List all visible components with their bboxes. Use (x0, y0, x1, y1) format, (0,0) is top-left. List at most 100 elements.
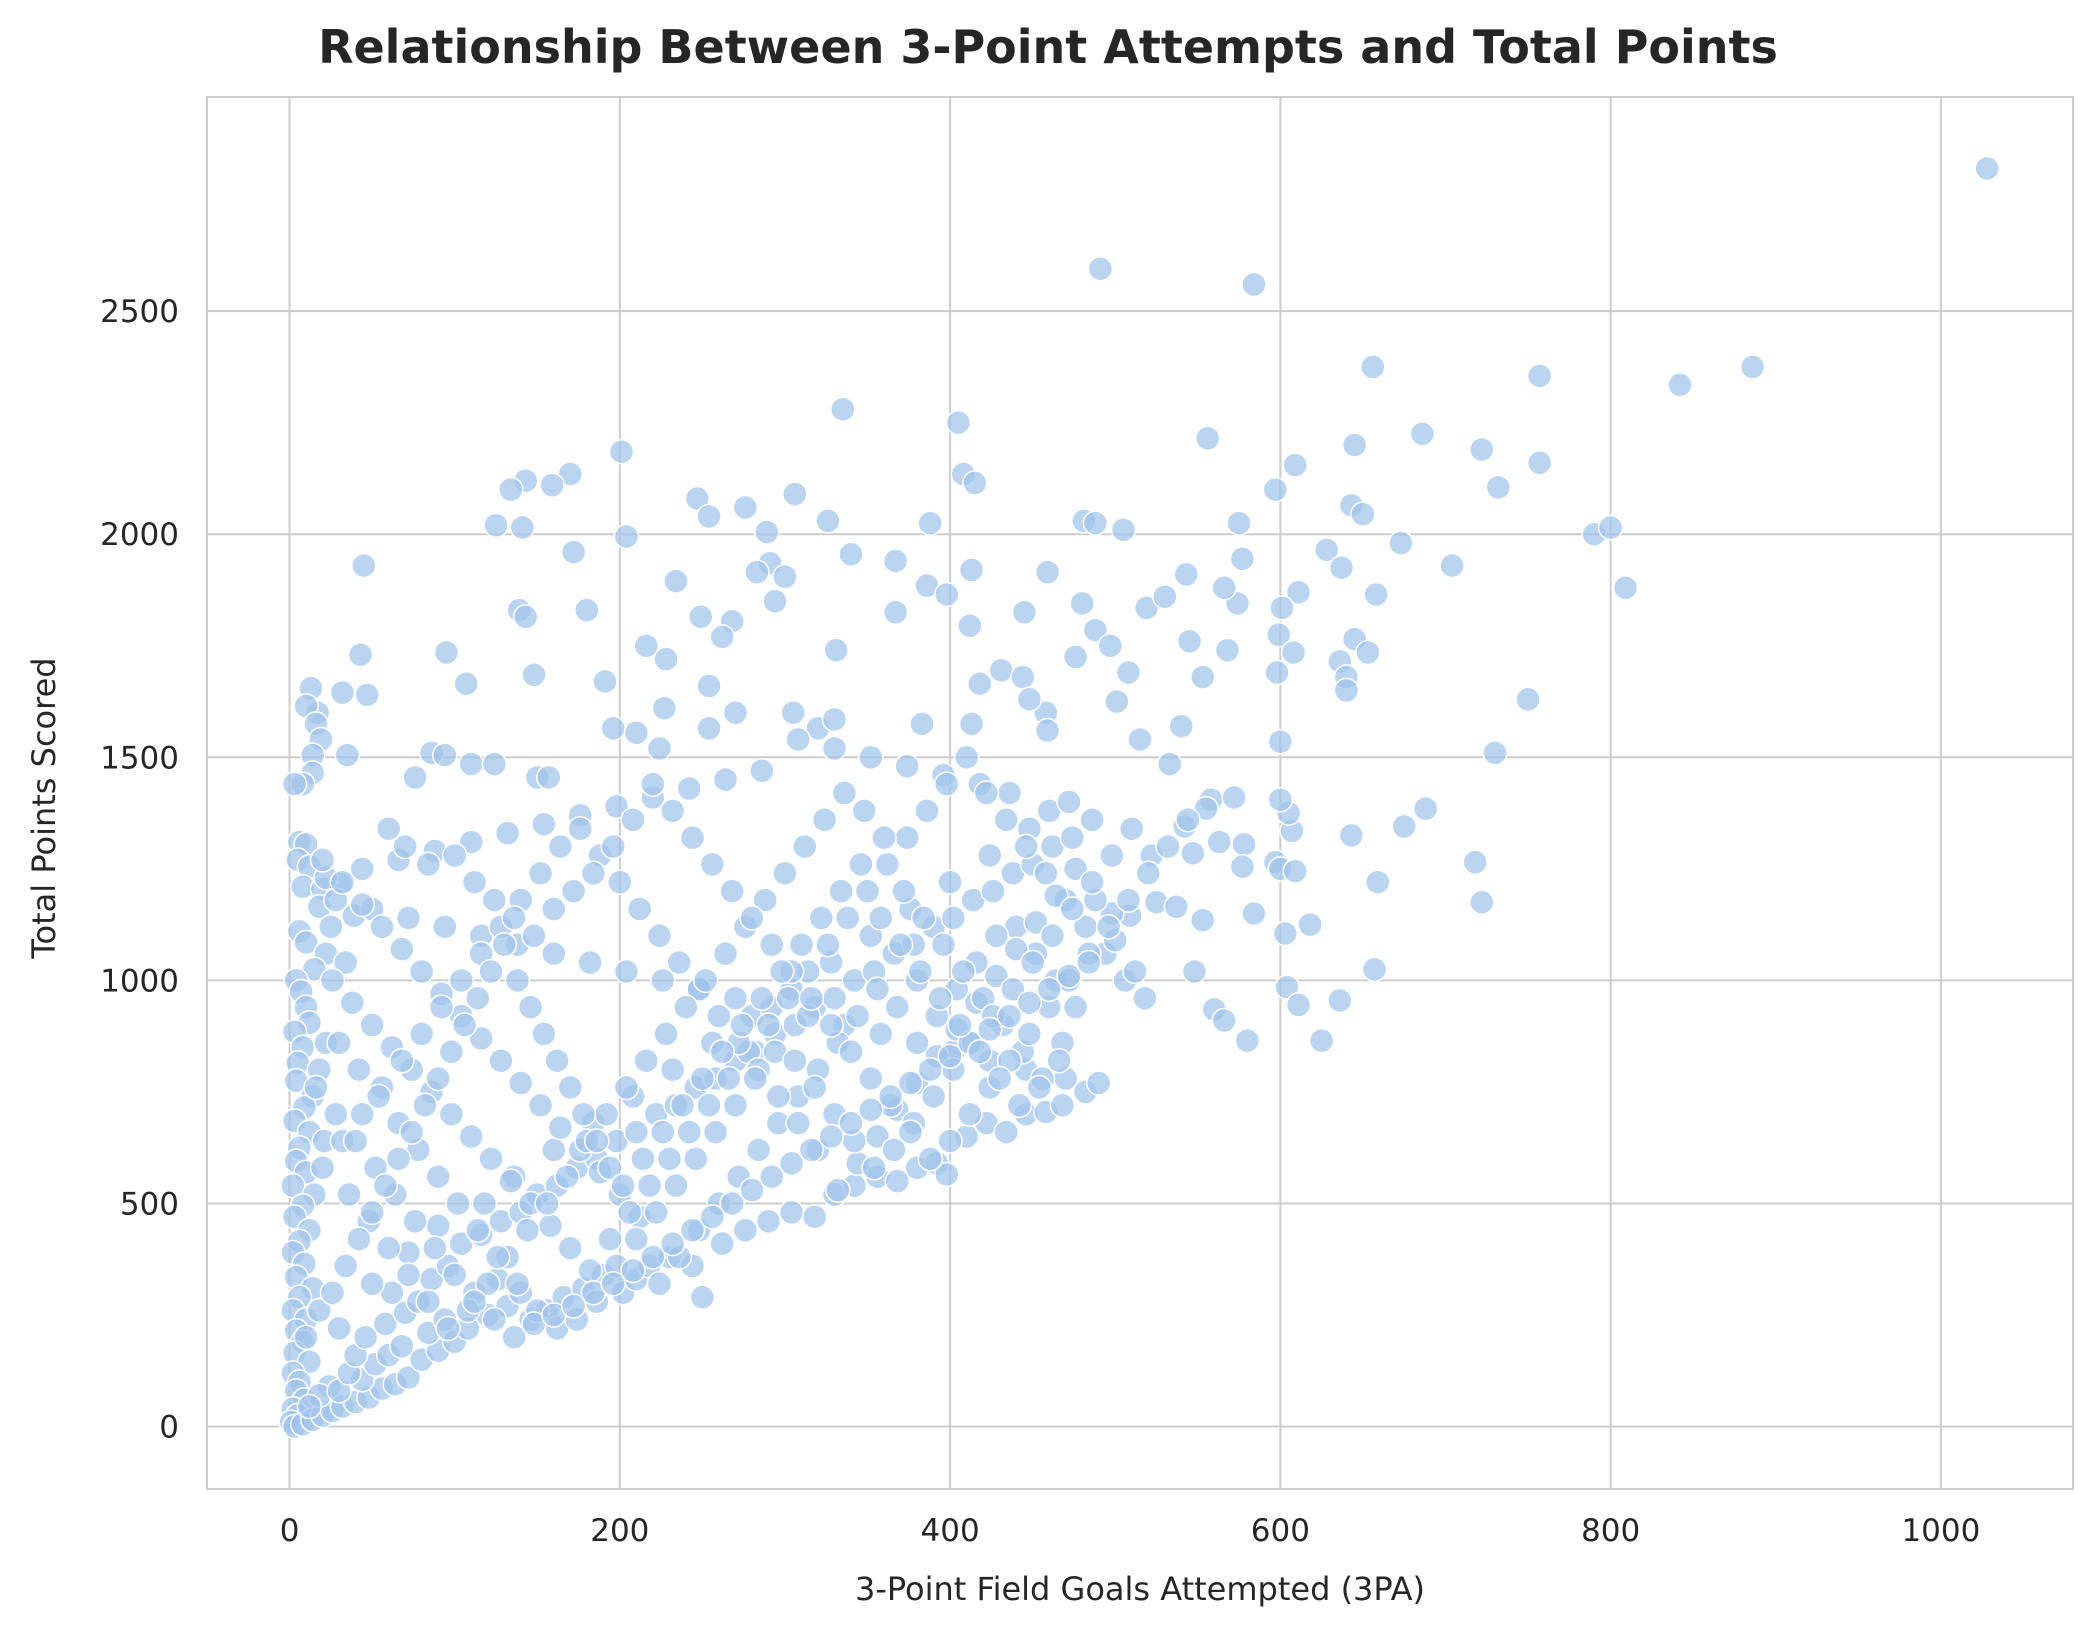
data-point (468, 1025, 494, 1052)
data-point (600, 1271, 626, 1297)
data-point (993, 1119, 1019, 1145)
data-point (1241, 271, 1267, 298)
data-point (512, 604, 539, 630)
data-point (934, 1161, 960, 1188)
data-point (531, 811, 557, 837)
data-point (636, 1172, 663, 1199)
data-point (894, 753, 920, 779)
data-point (1127, 726, 1153, 753)
data-point (281, 771, 308, 797)
data-point (633, 1047, 660, 1074)
data-point (976, 842, 1003, 869)
data-point (1267, 786, 1294, 813)
data-point (927, 985, 953, 1011)
data-point (334, 742, 361, 768)
data-point (1176, 628, 1203, 655)
data-point (947, 1012, 973, 1038)
data-point (488, 1047, 514, 1074)
data-point (683, 1146, 709, 1172)
data-point (1095, 914, 1122, 940)
data-point (1333, 677, 1360, 704)
data-point (1062, 994, 1089, 1020)
plot-frame (206, 96, 2074, 1490)
data-point (347, 641, 374, 668)
data-point (465, 985, 491, 1011)
data-point (983, 963, 1010, 989)
data-point (1241, 900, 1267, 927)
data-point (1046, 1047, 1072, 1074)
x-tick-label: 800 (1581, 1513, 1640, 1549)
data-point (838, 1039, 864, 1065)
data-point (732, 1217, 759, 1243)
data-point (1062, 644, 1089, 670)
data-point (1211, 1007, 1237, 1034)
data-point (438, 1101, 465, 1127)
data-point (945, 409, 972, 436)
data-point (699, 851, 726, 878)
data-point (1462, 849, 1488, 875)
data-point (1363, 581, 1389, 608)
data-point (909, 711, 935, 737)
data-point (679, 824, 706, 851)
x-axis-label: 3-Point Field Goals Attempted (3PA) (855, 1570, 1425, 1608)
data-point (1082, 617, 1109, 643)
data-point (808, 905, 835, 931)
data-point (706, 1003, 732, 1029)
data-point (722, 985, 749, 1011)
data-point (306, 1297, 333, 1324)
data-point (897, 1119, 924, 1145)
data-point (1016, 989, 1043, 1016)
data-point (498, 1168, 524, 1194)
data-point (537, 1213, 564, 1239)
y-tick-label: 1000 (100, 963, 179, 999)
data-point (326, 1030, 352, 1056)
data-point (329, 869, 356, 895)
data-point (950, 958, 977, 985)
data-point (509, 514, 536, 541)
chart-title: Relationship Between 3-Point Attempts an… (318, 20, 1778, 74)
data-point (445, 1190, 471, 1217)
data-point (332, 949, 359, 976)
data-point (957, 612, 983, 639)
data-point (560, 1293, 587, 1319)
data-point (815, 931, 841, 958)
data-point (640, 1244, 666, 1270)
data-point (867, 1021, 894, 1047)
data-point (1280, 639, 1307, 666)
data-point (1000, 976, 1026, 1003)
data-point (613, 958, 640, 985)
data-point (1110, 517, 1137, 543)
data-point (877, 1083, 904, 1110)
data-point (1132, 985, 1158, 1011)
data-point (937, 1128, 963, 1154)
data-point (696, 503, 722, 530)
data-point (531, 1021, 557, 1047)
data-point (1033, 860, 1059, 887)
data-point (1049, 1092, 1076, 1119)
data-point (483, 512, 509, 539)
data-point (891, 878, 917, 904)
data-point (785, 726, 811, 753)
data-point (352, 1324, 379, 1351)
data-point (359, 1271, 385, 1297)
data-point (1327, 987, 1353, 1014)
data-point (1482, 740, 1508, 766)
data-point (428, 994, 455, 1020)
data-point (1739, 354, 1766, 380)
data-point (904, 1030, 930, 1056)
data-point (831, 780, 858, 806)
data-point (673, 994, 699, 1020)
data-point (560, 539, 587, 565)
data-point (696, 673, 722, 699)
data-point (481, 751, 508, 777)
data-point (351, 552, 377, 579)
data-point (1612, 575, 1639, 601)
data-point (1391, 813, 1417, 840)
data-point (577, 1257, 603, 1284)
data-point (389, 936, 415, 962)
data-point (1039, 923, 1066, 949)
data-point (359, 1199, 385, 1226)
data-point (973, 780, 1000, 806)
data-point (854, 878, 881, 904)
data-point (392, 833, 418, 860)
